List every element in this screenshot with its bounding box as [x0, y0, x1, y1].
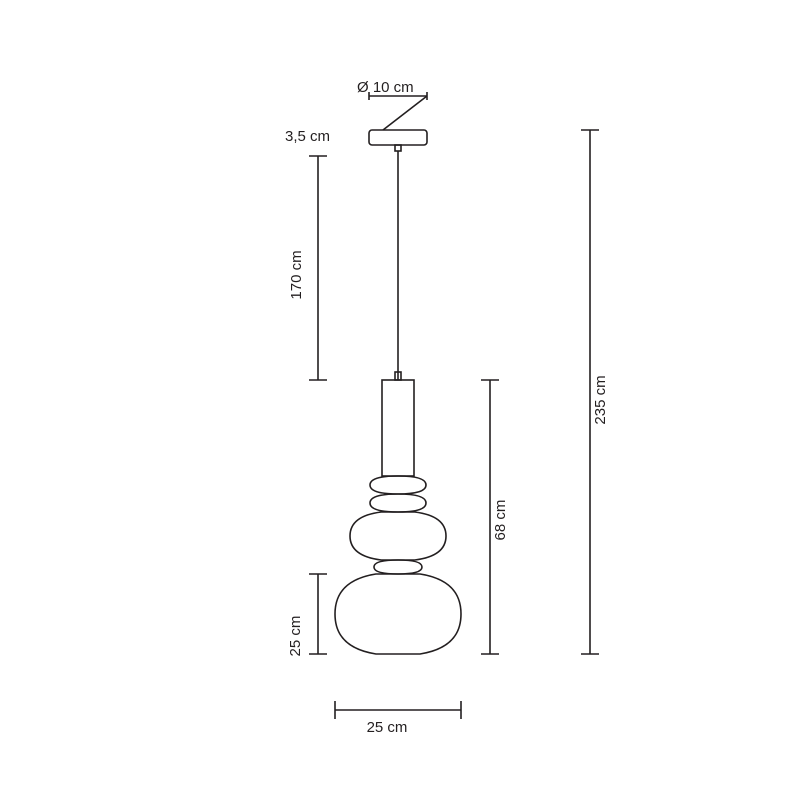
label-body-height: 68 cm: [492, 500, 509, 541]
label-cord-length: 170 cm: [288, 250, 305, 299]
label-canopy-height: 3,5 cm: [285, 128, 330, 145]
pendant-lamp-diagram: Ø 10 cm 3,5 cm 170 cm 68 cm 235 cm 25 cm 25 cm: [0, 0, 800, 800]
label-diameter: Ø 10 cm: [357, 79, 414, 96]
label-width: 25 cm: [367, 719, 408, 736]
label-total-height: 235 cm: [592, 375, 609, 424]
label-widest-height: 25 cm: [287, 616, 304, 657]
